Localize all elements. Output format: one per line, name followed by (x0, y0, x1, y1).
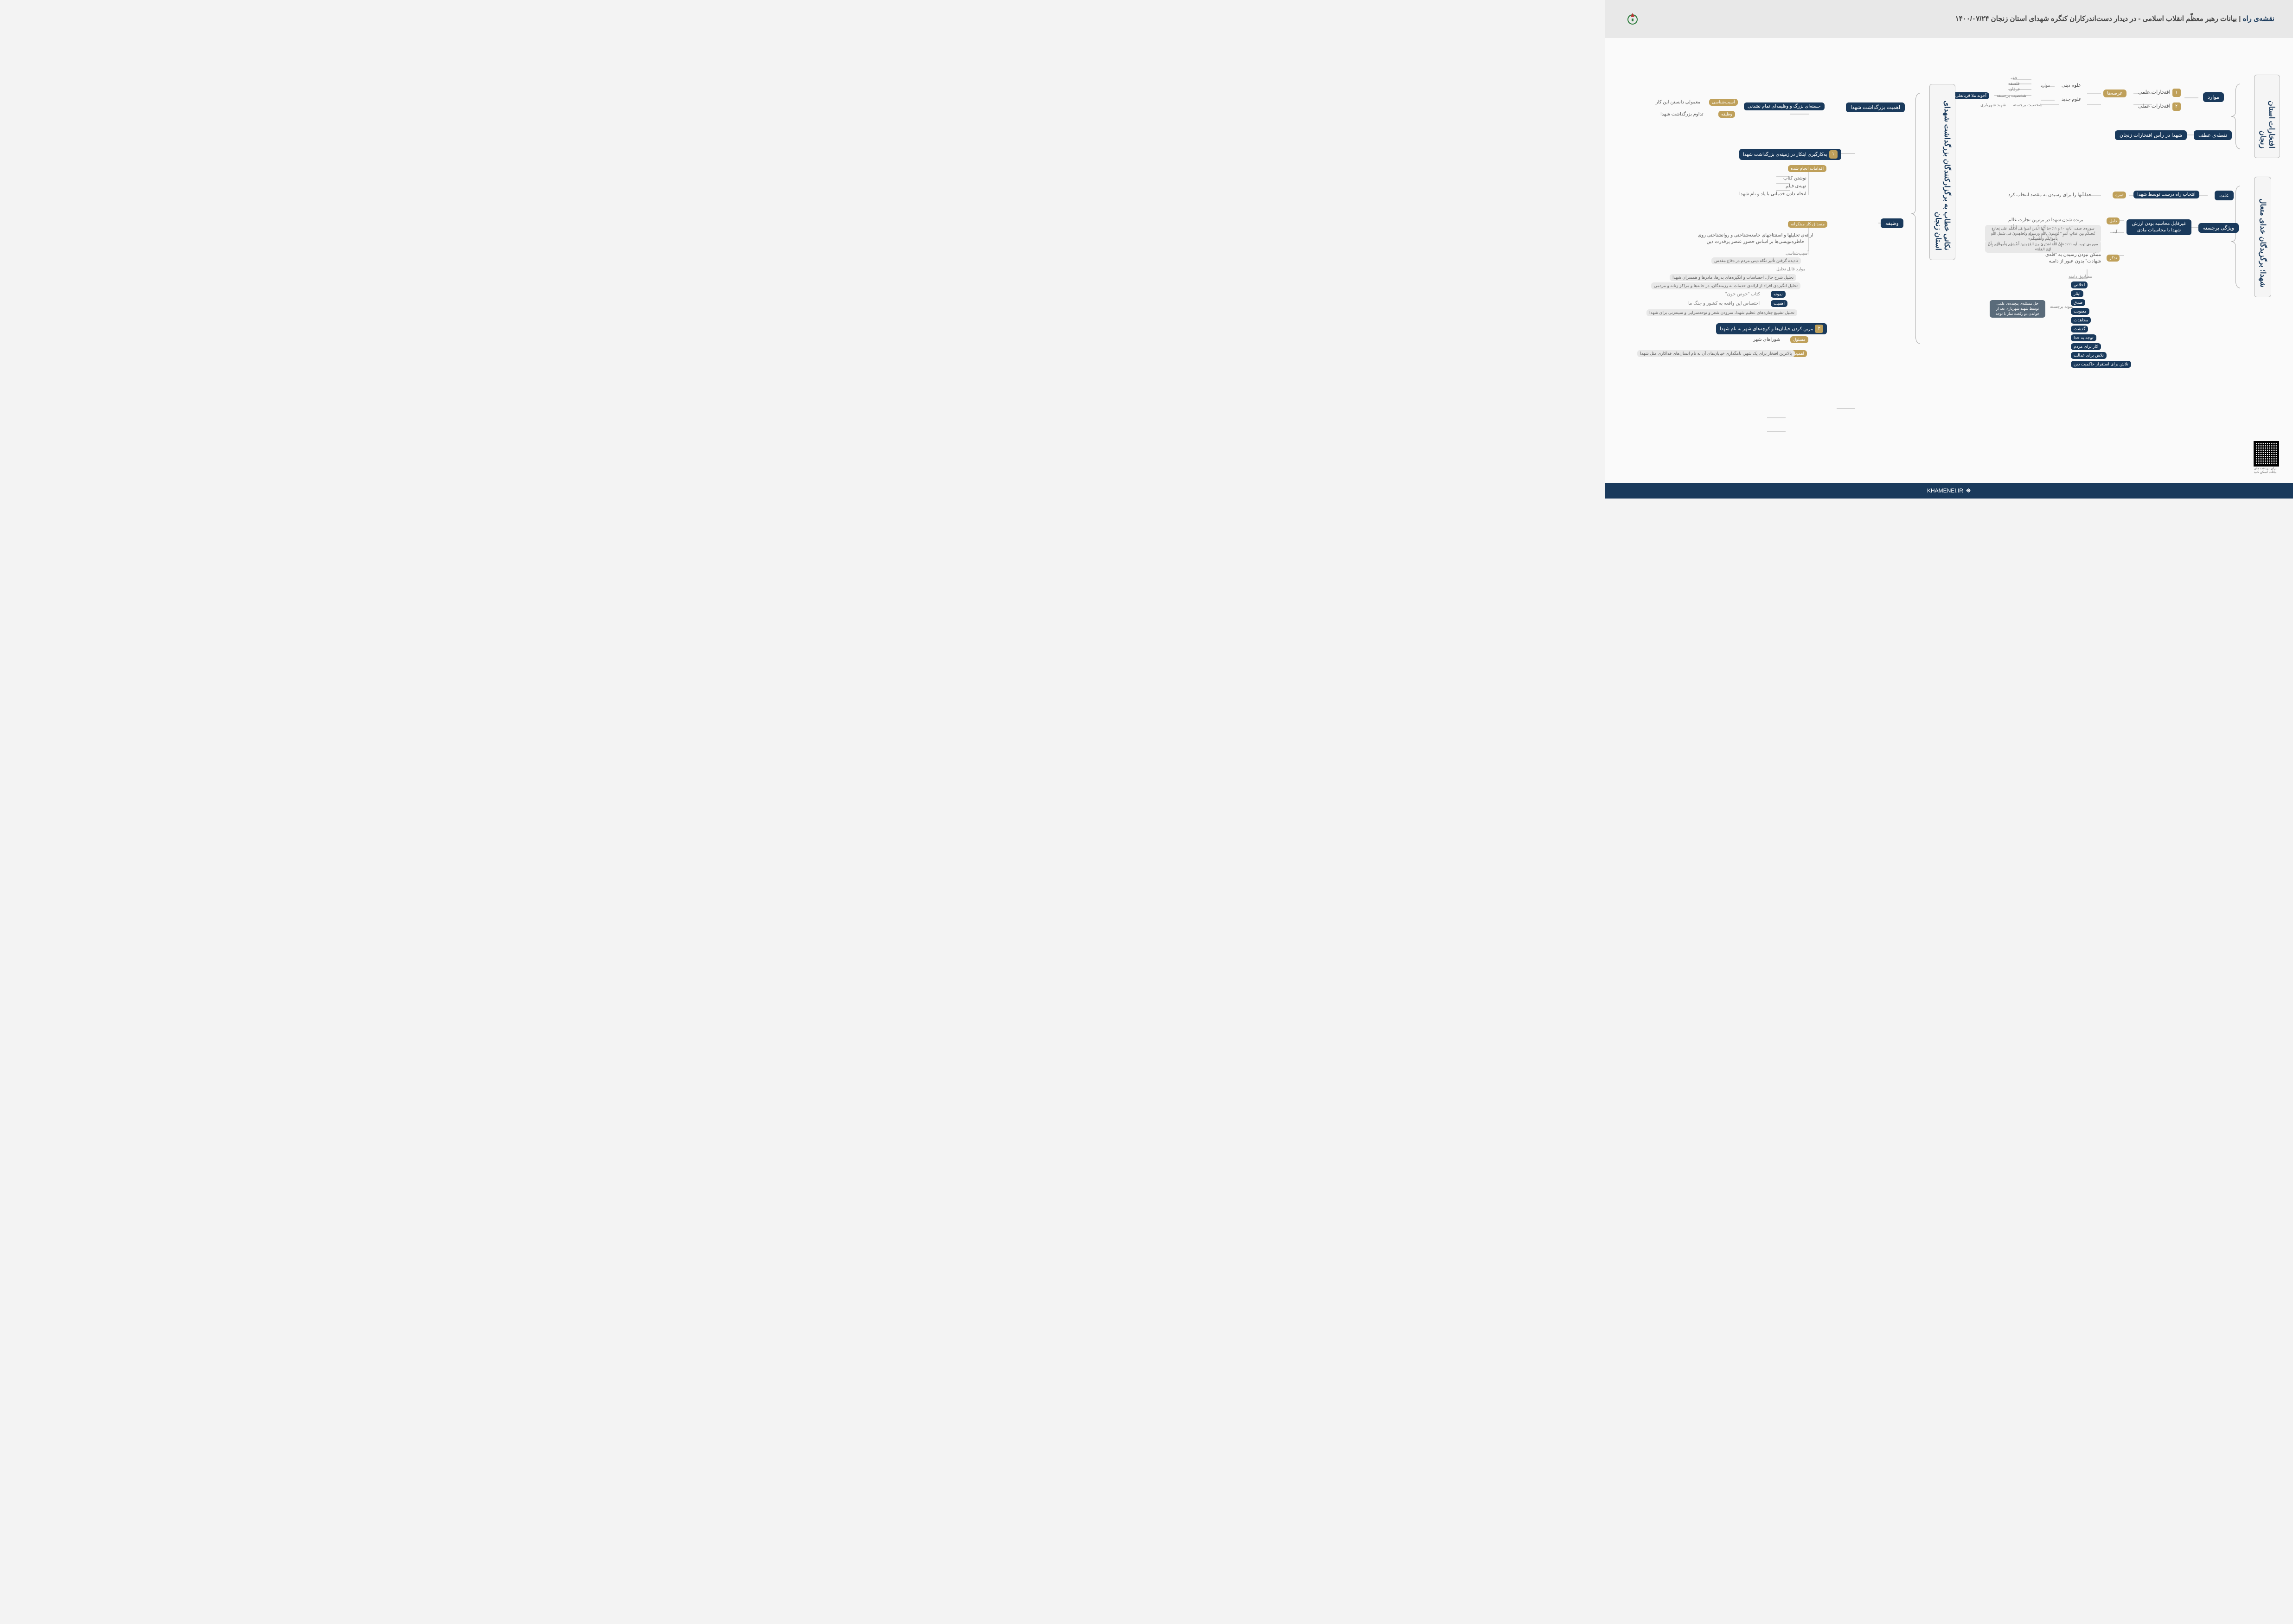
label-mavared2: موارد (2041, 83, 2050, 88)
label-dalil: دلیل (2107, 217, 2120, 224)
leaf-falsafe: فلسفه (2008, 81, 2020, 86)
label-shakhsiat-b2: شخصیت برجسته (2013, 102, 2043, 108)
label-asib2: آسیب‌شناسی (1786, 251, 1809, 256)
root-shohada-chosen: شهدا؛ برگزیدگان خدای متعال (2254, 177, 2271, 297)
emblem-logo (1623, 9, 1642, 28)
footer-text: KHAMENEI.IR (1927, 487, 1963, 494)
damane-item: تلاش برای استقرار حاکمیت دین (2071, 361, 2131, 368)
damane-item: کار برای مردم (2071, 343, 2101, 350)
leaf-ahamiat3-t: بالاترین افتخار برای یک شهر، نامگذاری خی… (1637, 350, 1795, 357)
label-vazife1: وظیفه (1718, 111, 1735, 118)
leaf-m1: تحلیل شرح حال، احساسات و انگیزه‌های پدره… (1670, 274, 1796, 281)
header-title: نقشه‌ی راه | بیانات رهبر معظّم انقلاب اس… (1955, 14, 2274, 23)
leaf-ahamiat2-t: اختصاص این واقعه به کشور و جنگ ما (1688, 301, 1760, 306)
leaf-shahriari: شهید شهریاری (1980, 102, 2006, 108)
leaf-asib1-t: معمولی دانستن این کار (1656, 100, 1700, 105)
qr-caption: برای دریافت متن بیانات اسکن کنید (2251, 467, 2279, 474)
leaf-nemoone-b-t: حل مسئله‌ی پیچیده‌ی علمی توسط شهید شهریا… (1990, 300, 2045, 318)
leaf-samare-t: خدا آنها را برای رسیدن به مقصد انتخاب کر… (2008, 192, 2092, 198)
node-hasane: حسنه‌ای بزرگ و وظیفه‌ای تمام نشدنی (1744, 102, 1825, 110)
label-shakhsiat-b: شخصیت برجسته (1997, 93, 2026, 98)
title-main: بیانات رهبر معظّم انقلاب اسلامی - در دید… (1991, 15, 2237, 23)
qr-code: برای دریافت متن بیانات اسکن کنید (2251, 441, 2279, 473)
node-mavared: موارد (2203, 92, 2224, 102)
label-mavared-gh: موارد قابل تحلیل (1776, 267, 1806, 272)
leaf-masool-t: شوراهای شهر (1753, 337, 1781, 342)
node-gheir-ghabel: غیرقابل محاسبه بودن ارزش شهدا با محاسبات… (2126, 219, 2191, 235)
leaf-e3: انجام دادن خدماتی با یاد و نام شهدا (1739, 192, 1806, 197)
footer-bar: ❋ KHAMENEI.IR (1605, 483, 2293, 499)
damane-item: توجه به خدا (2071, 334, 2096, 341)
node-v1: ۱به‌کارگیری ابتکار در زمینه‌ی بزرگداشت ش… (1739, 149, 1841, 160)
title-prefix: نقشه‌ی راه (2243, 15, 2274, 23)
node-ellat: علت (2215, 191, 2234, 200)
node-eft-amali: ۲افتخارات عملی (2138, 102, 2181, 111)
node-vizhegi: ویژگی برجسته (2198, 223, 2239, 233)
label-samare: ثمره (2113, 192, 2126, 198)
header-bar: نقشه‌ی راه | بیانات رهبر معظّم انقلاب اس… (1605, 0, 2293, 38)
label-tazakkor: تذکر (2107, 255, 2120, 262)
label-aye: آیه (2113, 230, 2117, 235)
damane-item: اخلاص (2071, 281, 2088, 288)
node-ahamiat-b: اهمیت بزرگداشت شهدا (1846, 102, 1905, 112)
leaf-m3: تحلیل تشییع جنازه‌های عظیم شهدا، سرودن ش… (1646, 309, 1797, 316)
leaf-vazife1-t: تداوم بزرگداشت شهدا (1660, 112, 1704, 117)
leaf-feqh: فقه (2011, 76, 2017, 81)
footer-emblem-icon: ❋ (1966, 487, 1971, 494)
leaf-erfan: عرفان (2009, 87, 2020, 92)
root-pride-zanjan: افتخارات استان زنجان (2254, 75, 2280, 158)
node-arseha: عرصه‌ها (2103, 90, 2126, 97)
leaf-aye1: سوره‌ی صف، آیات ۱۰ و ۱۱: «یا أَیُّهَا ال… (1985, 225, 2101, 243)
leaf-akhund: آخوند ملا قربانعلی (1953, 92, 1989, 99)
title-date: ۱۴۰۰/۰۷/۲۴ (1955, 15, 1989, 23)
leaf-dalil-t: برنده شدن شهدا در برترین تجارت عالم (2008, 217, 2083, 223)
damane-item: مجاهدت (2071, 317, 2091, 324)
leaf-tazakkor-t: ممکن نبودن رسیدن به "قله‌ی شهادت" بدون ع… (2041, 252, 2101, 265)
node-olum-jadid: علوم جدید (2062, 97, 2082, 102)
node-eft-elmi: ۱افتخارات علمی (2138, 89, 2181, 97)
damane-item: گذشت (2071, 326, 2088, 332)
leaf-m2: تحلیل انگیزه‌ی افراد از ارائه‌ی خدمات به… (1651, 282, 1800, 289)
label-asib1: آسیب‌شناسی (1709, 99, 1738, 106)
label-nemoone-b: نمونه برجسته (2050, 304, 2074, 309)
label-mesdagh-d: مصادیق دامنه (2069, 274, 2092, 279)
node-shohada-ras: شهدا در رأس افتخارات زنجان (2115, 130, 2187, 140)
node-v2: ۲مزین کردن خیابان‌ها و کوچه‌های شهر به ن… (1716, 323, 1827, 334)
label-mesdagh-m: مصداق کار مبتکرانه (1788, 221, 1827, 228)
node-noghte-atf: نقطه‌ی عطف (2194, 130, 2232, 140)
node-entekhab-rah: انتخاب راه درست توسط شهدا (2133, 191, 2199, 198)
leaf-mesdagh-m-t: ارائه‌ی تحلیلها و استنتاجهای جامعه‌شناخت… (1686, 232, 1825, 245)
damane-item: معنویت (2071, 308, 2089, 315)
label-nemoone2: نمونه (1771, 291, 1786, 298)
label-ahamiat2: اهمیت (1771, 300, 1787, 307)
leaf-e2: تهیه‌ی فیلم (1786, 184, 1806, 189)
leaf-nemoone2-t: کتاب "حوض خون" (1725, 292, 1760, 297)
leaf-e1: نوشتن کتاب (1783, 176, 1806, 181)
leaf-asib2-t: نادیده گرفتن تأثیر نگاه دینی مردم در دفا… (1711, 257, 1801, 264)
damane-item: صدق (2071, 299, 2085, 306)
damane-item: تلاش برای عدالت (2071, 352, 2107, 359)
mindmap-canvas: افتخارات استان زنجان موارد نقطه‌ی عطف ۱ا… (1605, 38, 2293, 483)
root-notes-to-organizers: نکاتی خطاب به برگزارکنندگان بزرگداشت شهد… (1929, 84, 1955, 260)
damane-item: ایثار (2071, 290, 2083, 297)
leaf-aye2: سوره‌ی توبه، آیه ۱۱۱: «إِنَّ اللَّهَ اشت… (1985, 241, 2101, 253)
label-eqdamat: اقدامات انجام شده (1788, 165, 1826, 172)
node-vazife-main: وظیفه (1881, 218, 1903, 228)
label-masool: مسئول (1790, 336, 1808, 343)
node-olum-dini: علوم دینی (2062, 83, 2081, 88)
